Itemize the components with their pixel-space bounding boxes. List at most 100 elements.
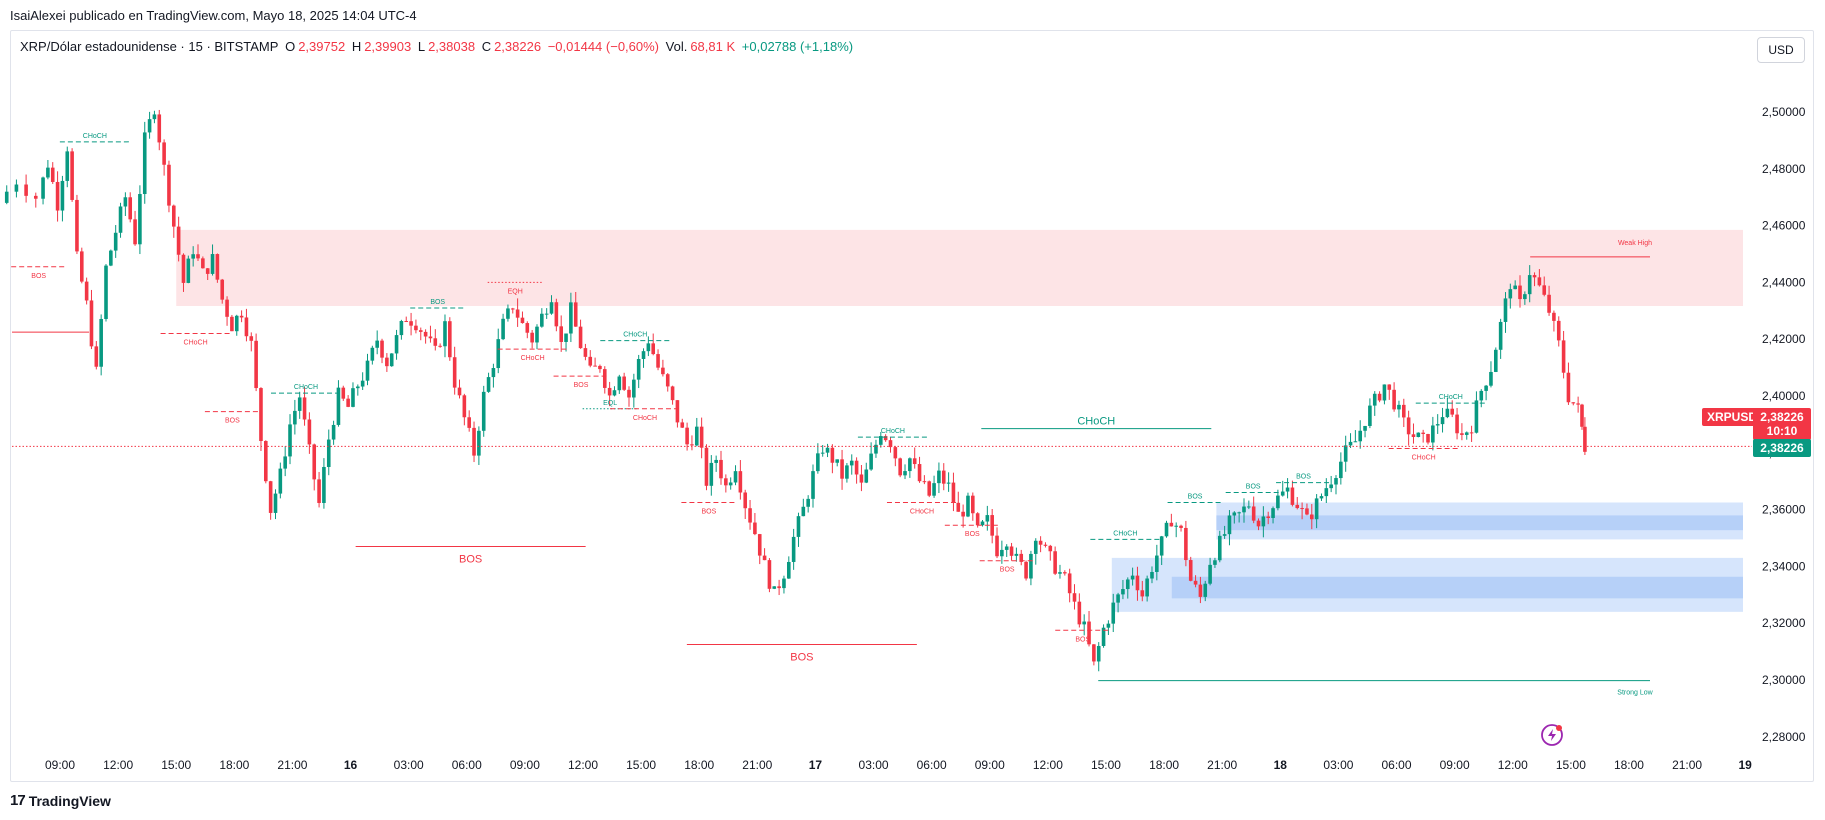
tradingview-logo[interactable]: 17 TradingView bbox=[10, 792, 111, 809]
candle-body bbox=[1280, 491, 1285, 496]
candle-body bbox=[636, 358, 641, 380]
x-tick-label: 09:00 bbox=[45, 758, 75, 772]
chart-frame bbox=[10, 30, 1814, 782]
candle-body bbox=[467, 417, 471, 428]
last-price-tag: 2,38226 10:10 bbox=[1753, 408, 1811, 440]
candle-body bbox=[632, 379, 636, 398]
close-value: 2,38226 bbox=[494, 39, 542, 54]
candle-body bbox=[1135, 575, 1140, 591]
candle-body bbox=[1145, 578, 1149, 597]
candle-body bbox=[520, 317, 525, 324]
candle-body bbox=[24, 184, 28, 196]
candle-body bbox=[1155, 555, 1159, 572]
candle-body bbox=[506, 308, 510, 319]
candle-body bbox=[1000, 549, 1004, 557]
candle-body bbox=[65, 151, 70, 181]
candle-body bbox=[307, 419, 312, 445]
candle-body bbox=[46, 167, 50, 178]
candle-body bbox=[1169, 522, 1174, 527]
symbol-title[interactable]: XRP/Dólar estadounidense · 15 · BITSTAMP bbox=[20, 39, 279, 54]
candle-body bbox=[1518, 285, 1522, 300]
candle-body bbox=[1285, 487, 1290, 492]
currency-button[interactable]: USD bbox=[1757, 37, 1805, 63]
candle-body bbox=[55, 181, 60, 211]
x-tick-label: 12:00 bbox=[1498, 758, 1528, 772]
candle-body bbox=[273, 493, 278, 513]
candle-body bbox=[1484, 385, 1488, 391]
candle-body bbox=[1184, 527, 1188, 561]
candle-body bbox=[1561, 340, 1566, 373]
candle-body bbox=[927, 481, 932, 496]
candle-body bbox=[535, 326, 539, 343]
candle-body bbox=[912, 458, 917, 465]
candle-body bbox=[1067, 573, 1072, 594]
candle-body bbox=[1576, 403, 1580, 405]
candle-body bbox=[138, 194, 142, 245]
candle-body bbox=[1353, 441, 1358, 443]
candle-body bbox=[215, 254, 220, 280]
candle-body bbox=[418, 330, 423, 332]
candle-body bbox=[956, 502, 961, 512]
candle-body bbox=[1096, 645, 1101, 662]
supply-zone bbox=[176, 229, 1744, 306]
candle-body bbox=[985, 515, 990, 522]
candle-body bbox=[1029, 553, 1033, 579]
candle-body bbox=[1203, 583, 1208, 597]
candle-body bbox=[1251, 506, 1256, 521]
candle-body bbox=[75, 199, 79, 252]
candle-body bbox=[1121, 589, 1125, 595]
candle-body bbox=[975, 513, 980, 526]
candle-body bbox=[510, 308, 515, 310]
x-tick-label: 21:00 bbox=[742, 758, 772, 772]
candle-body bbox=[1552, 312, 1556, 321]
y-tick-label: 2,28000 bbox=[1762, 730, 1806, 744]
candle-body bbox=[1033, 540, 1038, 554]
candle-body bbox=[583, 348, 588, 357]
candle-body bbox=[1406, 417, 1411, 435]
candle-body bbox=[675, 400, 680, 423]
candle-body bbox=[869, 453, 873, 470]
candle-body bbox=[201, 258, 205, 269]
y-tick-label: 2,48000 bbox=[1762, 162, 1806, 176]
tradingview-logo-text: TradingView bbox=[28, 792, 111, 809]
x-tick-label: 15:00 bbox=[1091, 758, 1121, 772]
structure-label: BOS bbox=[574, 382, 589, 389]
candle-body bbox=[1198, 584, 1203, 597]
candle-body bbox=[951, 482, 956, 503]
candle-body bbox=[1242, 506, 1246, 513]
candle-body bbox=[704, 447, 709, 486]
y-tick-label: 2,36000 bbox=[1762, 503, 1806, 517]
candle-body bbox=[1276, 495, 1280, 509]
candle-body bbox=[220, 279, 225, 300]
candle-body bbox=[525, 323, 530, 333]
candle-body bbox=[820, 452, 825, 454]
candle-body bbox=[1489, 371, 1493, 386]
candle-body bbox=[1213, 560, 1217, 565]
candle-body bbox=[60, 180, 65, 211]
candle-body bbox=[559, 326, 563, 342]
candle-body bbox=[1324, 488, 1329, 497]
candle-body bbox=[1401, 404, 1406, 418]
candle-body bbox=[748, 508, 752, 523]
candle-body bbox=[1130, 575, 1135, 580]
candle-body bbox=[278, 468, 283, 494]
demand-zone-core bbox=[1171, 576, 1743, 599]
lightning-icon[interactable] bbox=[1541, 724, 1563, 746]
candle-body bbox=[1300, 508, 1304, 510]
candle-body bbox=[874, 444, 878, 454]
candle-body bbox=[767, 560, 772, 589]
candle-body bbox=[1537, 277, 1542, 286]
candle-body bbox=[336, 387, 341, 425]
x-tick-label: 18:00 bbox=[219, 758, 249, 772]
candle-body bbox=[1150, 571, 1154, 579]
candle-body bbox=[685, 427, 689, 445]
candle-body bbox=[622, 376, 626, 390]
candle-body bbox=[835, 459, 840, 463]
candle-body bbox=[205, 268, 210, 274]
candle-body bbox=[302, 397, 307, 420]
candle-body bbox=[409, 321, 413, 326]
candle-body bbox=[670, 386, 675, 401]
structure-label: CHoCH bbox=[633, 415, 657, 422]
x-tick-label: 09:00 bbox=[1440, 758, 1470, 772]
